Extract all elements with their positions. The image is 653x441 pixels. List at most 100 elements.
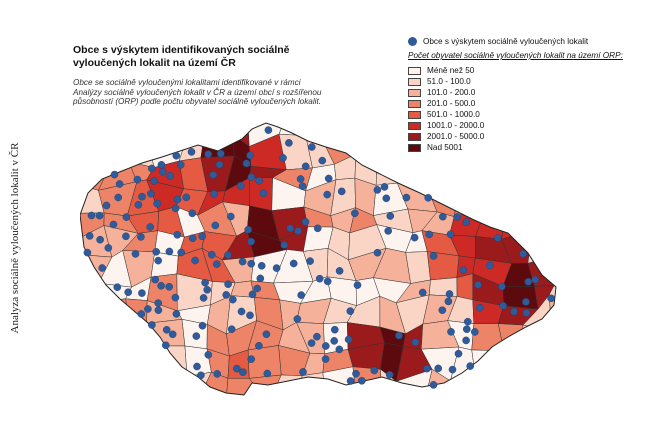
municipality-point bbox=[211, 221, 220, 230]
municipality-point bbox=[165, 247, 174, 256]
municipality-point bbox=[297, 291, 305, 299]
orp-region bbox=[111, 368, 138, 395]
municipality-point bbox=[134, 201, 143, 209]
legend-class-item: 101.0 - 200.0 bbox=[408, 87, 484, 98]
legend-points-entry: Obce s výskytem sociálně vyloučených lok… bbox=[408, 37, 588, 47]
legend-class-label: 501.0 - 1000.0 bbox=[427, 110, 480, 119]
orp-region bbox=[504, 178, 536, 217]
orp-region bbox=[148, 123, 189, 138]
municipality-point bbox=[344, 335, 353, 344]
orp-region bbox=[527, 226, 556, 264]
municipality-point bbox=[236, 181, 245, 190]
municipality-point bbox=[447, 327, 455, 336]
municipality-point bbox=[418, 288, 427, 297]
municipality-point bbox=[246, 311, 254, 320]
municipality-point bbox=[191, 256, 199, 265]
legend-classes: Méně než 50 51.0 - 100.0 101.0 - 200.0 201.… bbox=[408, 65, 484, 153]
orp-region bbox=[98, 130, 139, 163]
orp-region bbox=[456, 273, 474, 301]
municipality-point bbox=[166, 172, 174, 180]
orp-region bbox=[475, 123, 509, 142]
municipality-point bbox=[253, 284, 261, 293]
municipality-point bbox=[337, 187, 346, 196]
municipality-point bbox=[209, 171, 218, 179]
municipality-point bbox=[395, 331, 403, 340]
municipality-point bbox=[350, 209, 359, 218]
municipality-point bbox=[238, 257, 247, 266]
legend-class-label: 51.0 - 100.0 bbox=[427, 77, 471, 86]
municipality-point bbox=[162, 341, 170, 350]
municipality-point bbox=[247, 173, 256, 181]
orp-region bbox=[323, 123, 353, 144]
municipality-point bbox=[146, 223, 154, 231]
orp-region bbox=[80, 295, 113, 335]
municipality-point bbox=[286, 224, 294, 233]
orp-region bbox=[450, 136, 485, 170]
orp-region bbox=[471, 159, 508, 179]
municipality-point bbox=[246, 151, 254, 160]
orp-region bbox=[352, 135, 378, 161]
municipality-point bbox=[438, 306, 447, 314]
municipality-point bbox=[318, 156, 327, 165]
municipality-point bbox=[198, 321, 207, 330]
orp-region bbox=[80, 350, 114, 379]
municipality-point bbox=[298, 182, 307, 190]
municipality-point bbox=[193, 362, 201, 371]
municipality-point bbox=[307, 143, 316, 151]
municipality-point bbox=[133, 175, 142, 184]
municipality-point bbox=[293, 315, 302, 323]
side-label: Analyza sociálně vyloučených lokalit v Č… bbox=[0, 0, 30, 441]
municipality-point bbox=[227, 325, 236, 333]
legend-swatch bbox=[408, 121, 421, 130]
municipality-point bbox=[353, 281, 362, 289]
municipality-point bbox=[226, 212, 235, 221]
municipality-point bbox=[446, 230, 455, 239]
legend-class-label: Méně než 50 bbox=[427, 66, 475, 75]
municipality-point bbox=[434, 364, 443, 373]
municipality-point bbox=[222, 291, 230, 299]
orp-region bbox=[110, 330, 132, 355]
orp-region bbox=[522, 167, 555, 185]
municipality-point bbox=[233, 364, 241, 373]
municipality-point bbox=[255, 176, 263, 185]
municipality-point bbox=[153, 199, 161, 208]
municipality-point bbox=[247, 237, 255, 246]
point-marker-icon bbox=[408, 37, 417, 47]
orp-region bbox=[248, 374, 282, 395]
municipality-point bbox=[444, 297, 453, 306]
municipality-point bbox=[324, 174, 333, 183]
municipality-point bbox=[373, 248, 382, 257]
orp-region bbox=[554, 177, 556, 218]
municipality-point bbox=[122, 232, 130, 241]
orp-region bbox=[372, 144, 401, 161]
municipality-point bbox=[113, 283, 122, 291]
orp-region bbox=[548, 353, 556, 378]
orp-region bbox=[99, 123, 139, 147]
municipality-point bbox=[124, 288, 133, 296]
municipality-point bbox=[448, 365, 457, 374]
orp-region bbox=[546, 136, 556, 169]
orp-region bbox=[151, 345, 188, 377]
municipality-point bbox=[462, 336, 470, 345]
municipality-point bbox=[306, 257, 314, 265]
municipality-point bbox=[216, 149, 225, 158]
municipality-point bbox=[255, 341, 263, 350]
orp-region bbox=[429, 133, 458, 170]
municipality-point bbox=[330, 337, 338, 345]
municipality-point bbox=[425, 230, 434, 239]
orp-region bbox=[111, 352, 138, 379]
municipality-point bbox=[172, 151, 181, 160]
orp-region bbox=[560, 227, 580, 254]
municipality-point bbox=[257, 261, 266, 270]
municipality-point bbox=[547, 294, 555, 303]
municipality-point bbox=[148, 321, 156, 329]
orp-region bbox=[504, 366, 537, 395]
map-subtitle: Obce se sociálně vyloučenými lokalitami … bbox=[73, 78, 322, 107]
municipality-point bbox=[171, 204, 180, 213]
orp-region bbox=[523, 123, 556, 138]
municipality-point bbox=[204, 350, 213, 359]
municipality-point bbox=[177, 248, 185, 257]
municipality-point bbox=[411, 338, 420, 346]
municipality-point bbox=[330, 325, 339, 334]
municipality-point bbox=[519, 249, 527, 258]
